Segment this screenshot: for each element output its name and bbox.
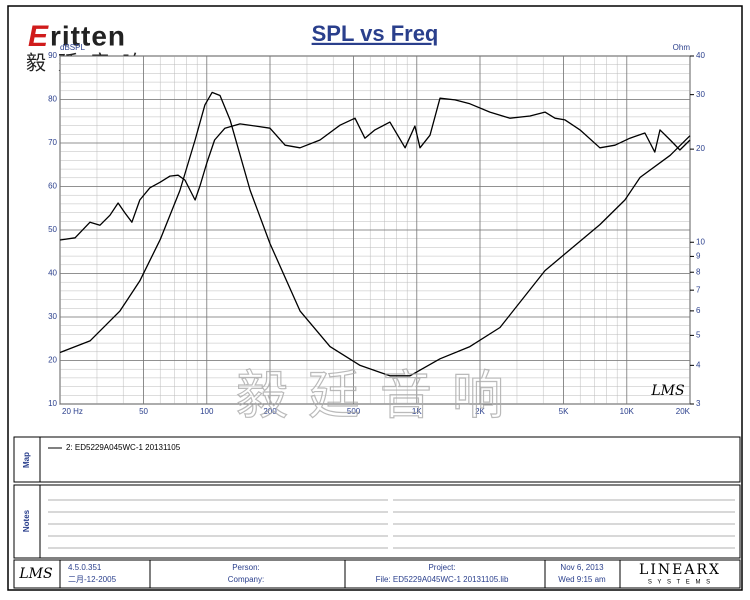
version: 4.5.0.351 <box>68 563 102 572</box>
logo-text: ritten <box>50 20 126 51</box>
x-tick-label: 50 <box>139 407 148 416</box>
plot: 20 Hz 50 100 200 500 1K 2K 5K 10K 20K 10 20 30 40 50 60… <box>48 51 705 416</box>
time: Wed 9:15 am <box>558 575 606 584</box>
y-tick-label: 40 <box>48 269 57 278</box>
y2-tick-label: 20 <box>696 144 705 153</box>
date: Nov 6, 2013 <box>560 563 604 572</box>
y2-tick-label: 5 <box>696 330 701 339</box>
y-tick-label: 90 <box>48 51 57 60</box>
x-tick-label: 500 <box>347 407 361 416</box>
map-panel <box>13 436 741 483</box>
frame <box>7 5 743 591</box>
y2-tick-label: 7 <box>696 285 701 294</box>
y-tick-label: 10 <box>48 399 57 408</box>
y-tick-label: 50 <box>48 225 57 234</box>
y2-tick-label: 9 <box>696 252 701 261</box>
legend-entry: 2: ED5229A045WC-1 20131105 <box>66 443 181 452</box>
y2-tick-label: 40 <box>696 51 705 60</box>
y2-tick-label: 4 <box>696 360 701 369</box>
company: Company: <box>228 575 264 584</box>
notes-label: Notes <box>22 509 31 532</box>
build-date: 二月-12-2005 <box>68 575 117 584</box>
person: Person: <box>232 563 260 572</box>
y-tick-label: 80 <box>48 95 57 104</box>
y-tick-label: 30 <box>48 312 57 321</box>
watermark: 毅廷音响 <box>236 368 524 426</box>
note-lines <box>48 499 735 549</box>
y-tick-label: 70 <box>48 138 57 147</box>
footer-lms: LMS <box>18 566 52 582</box>
x-tick-label: 10K <box>620 407 635 416</box>
y2-tick-label: 10 <box>696 237 705 246</box>
project: Project: <box>428 563 455 572</box>
y2-tick-label: 30 <box>696 90 705 99</box>
y2-tick-label: 3 <box>696 399 701 408</box>
y2-tick-label: 6 <box>696 306 701 315</box>
x-tick-label: 5K <box>559 407 569 416</box>
series-line <box>59 91 691 377</box>
x-tick-label: 20K <box>676 407 691 416</box>
series-line <box>59 97 691 241</box>
lms-mark: LMS <box>650 383 684 399</box>
y2-axis-label: Ohm <box>673 43 691 52</box>
x-tick-label: 100 <box>200 407 214 416</box>
notes-panel <box>13 484 741 559</box>
y-axis-label: dBSPL <box>60 43 85 52</box>
y2-tick-label: 8 <box>696 267 701 276</box>
y-tick-label: 60 <box>48 182 57 191</box>
brand-sub: S Y S T E M S <box>648 580 712 586</box>
footer <box>13 559 741 589</box>
file: File: ED5229A045WC-1 20131105.lib <box>376 575 509 584</box>
x-tick-label: 1K <box>412 407 422 416</box>
map-label: Map <box>22 452 31 468</box>
x-tick-label: 200 <box>263 407 277 416</box>
footer-dividers <box>59 560 621 588</box>
y-tick-label: 20 <box>48 356 57 365</box>
chart-title: SPL vs Freq <box>312 21 439 46</box>
x-tick-label: 2K <box>475 407 485 416</box>
x-tick-label: 20 Hz <box>62 407 83 416</box>
logo-e: E <box>28 20 49 53</box>
brand: LINEARX <box>639 562 721 578</box>
